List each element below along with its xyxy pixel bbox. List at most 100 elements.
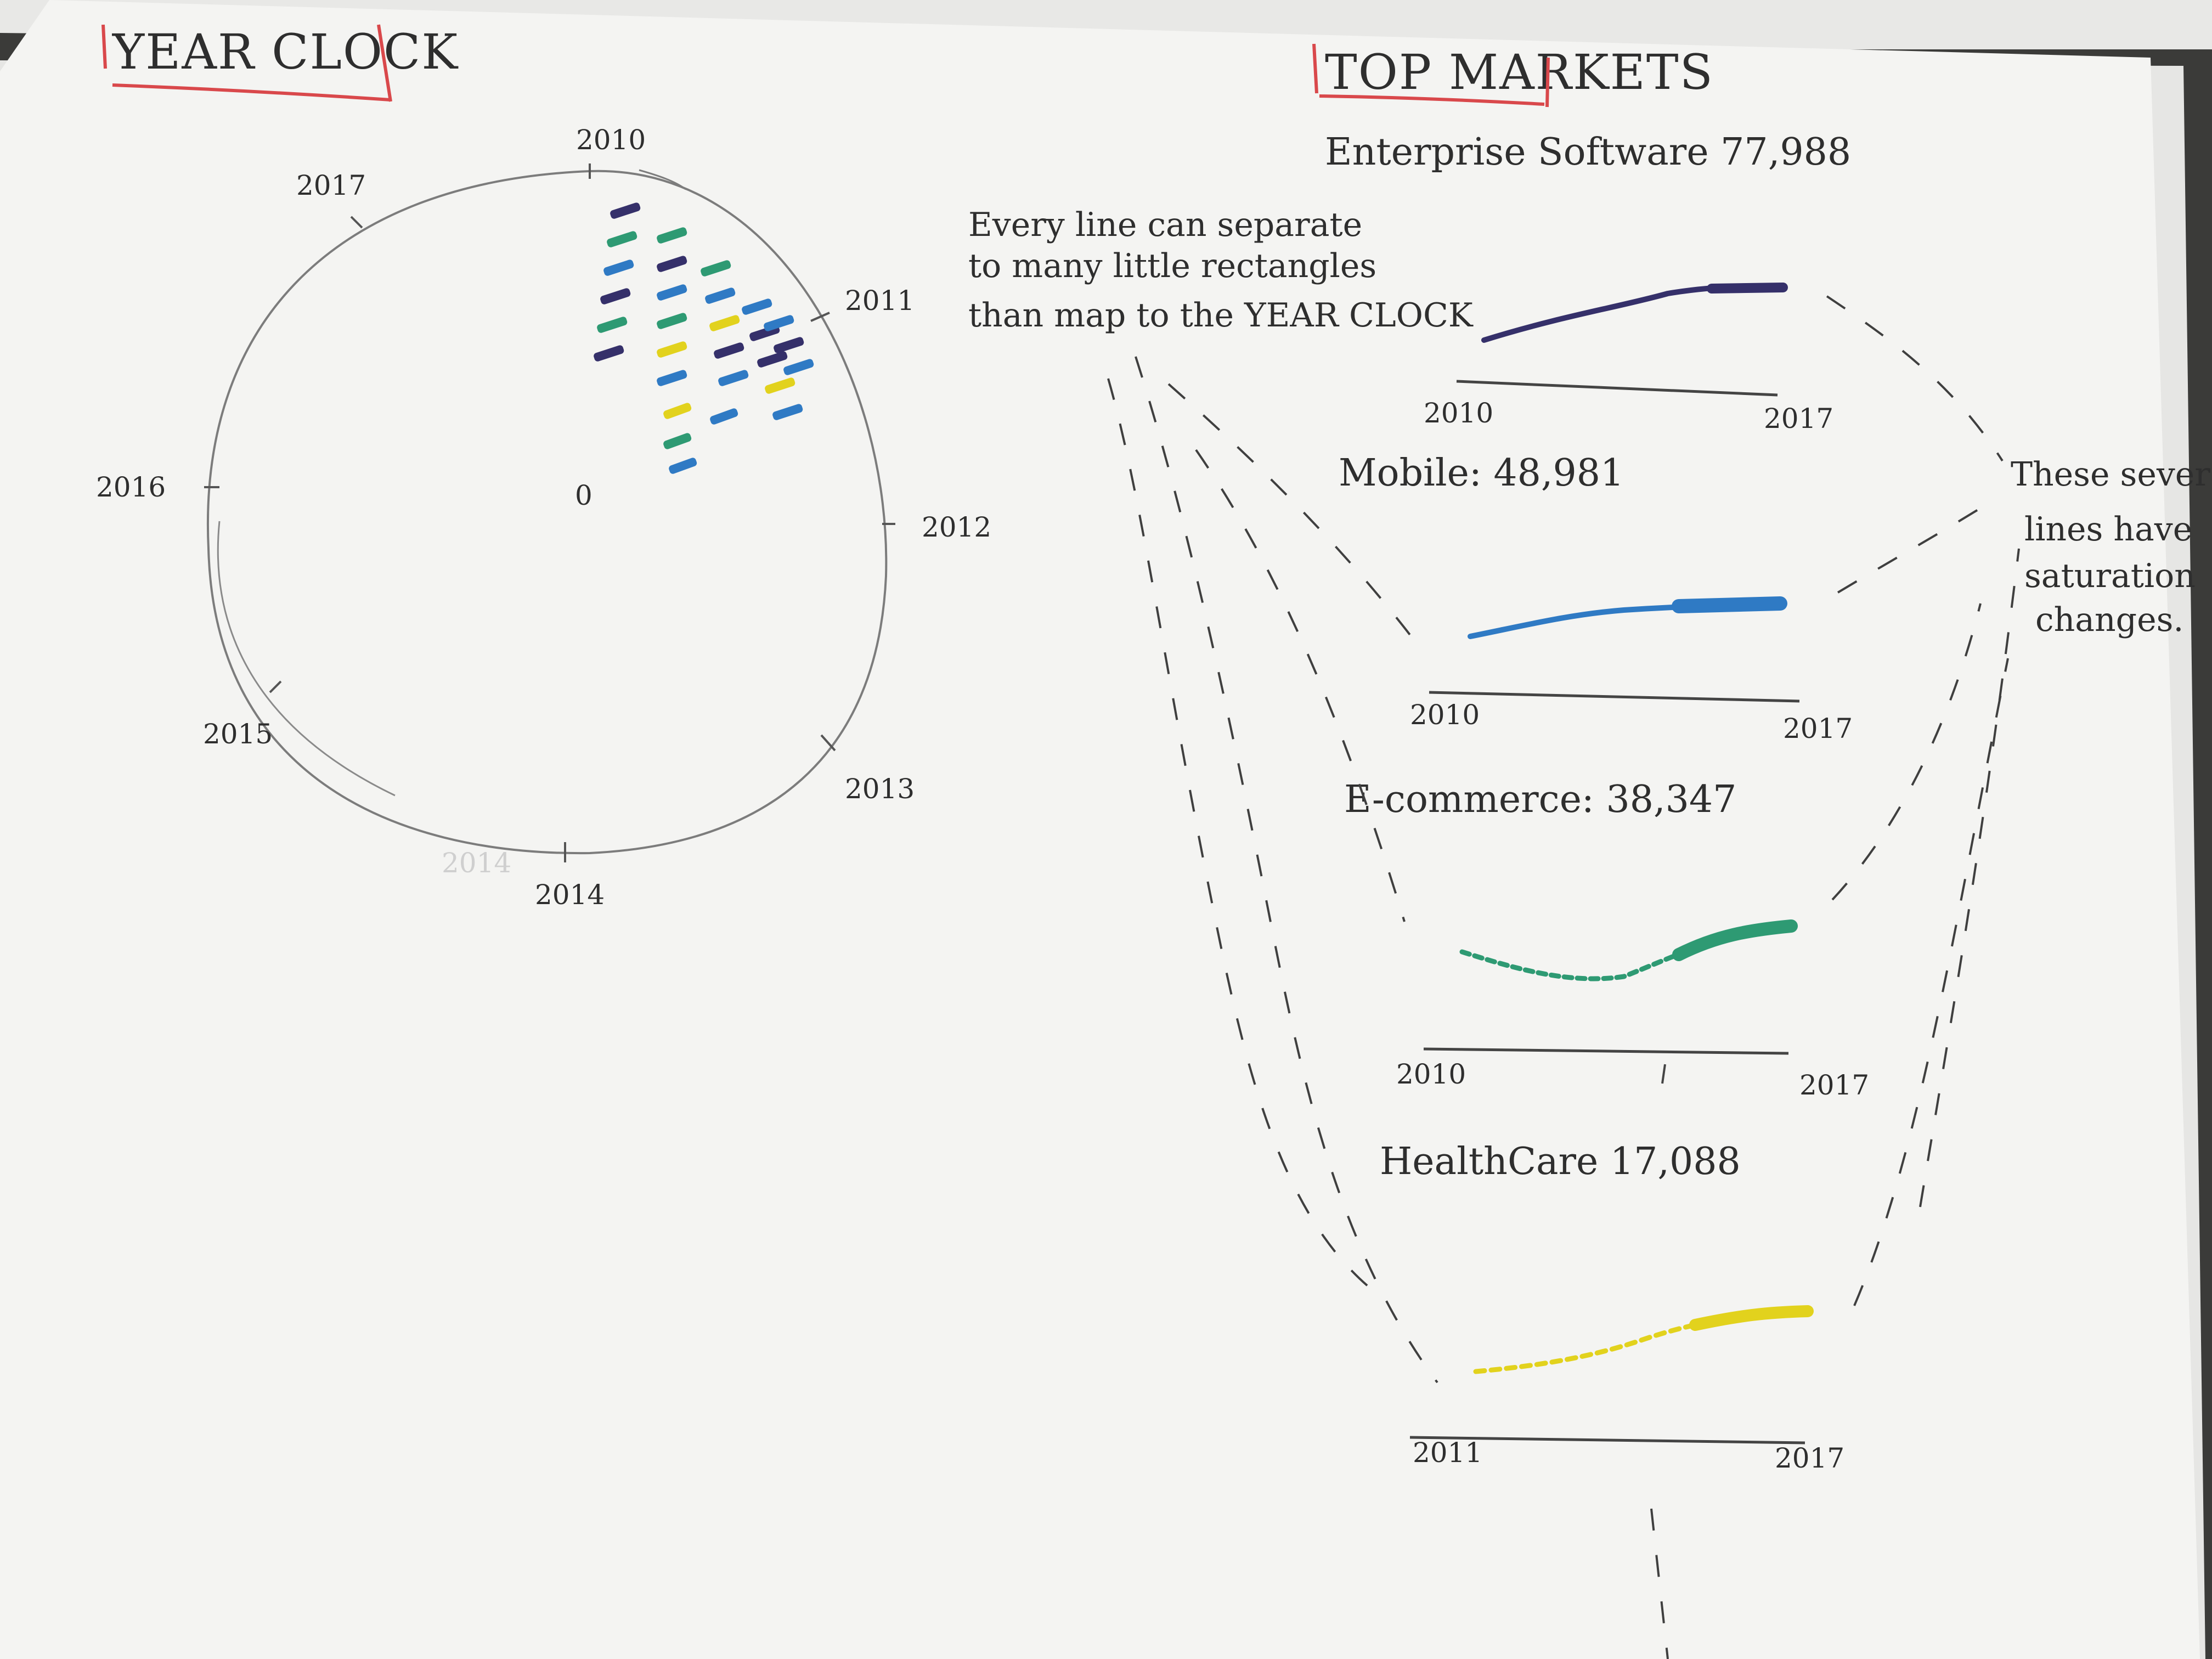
clock-rectangle <box>765 377 795 394</box>
axis-start-enterprise: 2010 <box>1424 397 1493 429</box>
title-underline <box>112 83 391 101</box>
year-label-2011: 2011 <box>845 285 915 317</box>
clock-circle-overlap <box>639 169 686 190</box>
clock-rectangle <box>718 370 749 386</box>
clock-rectangle <box>657 284 687 301</box>
clock-rectangle <box>603 259 634 276</box>
axis-start-healthcare: 2011 <box>1413 1437 1482 1469</box>
clock-rectangle <box>757 351 788 368</box>
axis-ecommerce-tick <box>1661 1064 1666 1084</box>
tick-2011 <box>810 312 830 322</box>
connector-to-ecommerce <box>1195 449 1406 922</box>
market-healthcare: HealthCare 17,088 2011 2017 <box>1380 1140 1844 1474</box>
connector-right-healthcare <box>1853 658 2009 1306</box>
note-saturation: These several lines have saturation chan… <box>2011 455 2212 639</box>
axis-end-healthcare: 2017 <box>1775 1442 1844 1474</box>
clock-rectangle <box>783 359 814 375</box>
dashed-connectors <box>1107 295 2020 1659</box>
connector-right-mid <box>1837 504 1987 594</box>
clock-rectangle <box>714 342 744 359</box>
clock-rectangles <box>594 202 814 474</box>
clock-rectangle <box>600 288 631 304</box>
clock-rectangle <box>607 231 637 247</box>
connector-right-top <box>1826 295 2004 462</box>
title-bracket-right <box>377 24 392 102</box>
clock-circle <box>206 170 888 855</box>
sparkline-healthcare-saturated <box>1689 1305 1814 1331</box>
year-clock: 2010 2011 2012 2013 2014 2014 2015 2016 … <box>96 124 991 911</box>
connector-right-outer <box>1919 548 2020 1207</box>
clock-rectangle <box>705 287 736 304</box>
sparkline-mobile-saturated <box>1672 596 1787 613</box>
year-label-2012: 2012 <box>922 511 991 543</box>
clock-rectangle <box>594 345 624 362</box>
market-label-mobile: Mobile: 48,981 <box>1339 452 1624 495</box>
market-ecommerce: E-commerce: 38,347 2010 2017 <box>1344 778 1869 1101</box>
tick-2017 <box>350 216 363 229</box>
clock-rectangle <box>610 202 641 219</box>
market-label-healthcare: HealthCare 17,088 <box>1380 1140 1741 1183</box>
connector-to-mobile <box>1167 383 1417 643</box>
year-label-2013: 2013 <box>845 773 915 805</box>
clock-rectangle <box>657 227 687 244</box>
axis-end-enterprise: 2017 <box>1764 403 1833 435</box>
year-label-2014: 2014 <box>535 879 605 911</box>
note-rectangles: Every line can separate to many little r… <box>968 206 1474 335</box>
market-label-enterprise: Enterprise Software 77,988 <box>1325 131 1851 174</box>
clock-rectangle <box>663 403 692 419</box>
year-clock-title: YEAR CLOCK <box>112 24 459 80</box>
year-label-2010: 2010 <box>576 124 646 156</box>
axis-ecommerce <box>1423 1047 1789 1055</box>
note-rectangles-line-2: to many little rectangles <box>968 247 1376 285</box>
clock-rectangle <box>597 317 628 333</box>
clock-rectangle <box>742 298 772 315</box>
axis-mobile <box>1429 691 1800 703</box>
clock-rectangle <box>657 256 687 272</box>
note-rectangles-line-1: Every line can separate <box>968 206 1362 244</box>
note-rectangles-line-3: than map to the YEAR CLOCK <box>968 296 1474 335</box>
connector-right-ecommerce <box>1831 603 1982 901</box>
note-saturation-line-2: lines have <box>2024 510 2192 549</box>
axis-end-mobile: 2017 <box>1783 713 1853 744</box>
year-label-2015: 2015 <box>203 718 273 750</box>
clock-rectangle <box>657 370 687 386</box>
tick-2015 <box>269 680 282 693</box>
axis-healthcare <box>1409 1436 1805 1444</box>
title-bracket-left <box>101 24 107 69</box>
sparkline-ecommerce-saturated <box>1672 919 1798 961</box>
markets-bracket-right <box>1545 57 1550 108</box>
connector-inner-left <box>1135 356 1438 1384</box>
clock-rectangle <box>764 315 794 331</box>
clock-center-label: 0 <box>575 479 592 511</box>
axis-end-ecommerce: 2017 <box>1799 1069 1869 1101</box>
tick-2013 <box>820 734 836 752</box>
clock-rectangle <box>663 433 692 449</box>
top-markets-title-group: TOP MARKETS <box>1312 43 1714 108</box>
axis-start-ecommerce: 2010 <box>1396 1058 1466 1090</box>
year-clock-title-group: YEAR CLOCK <box>101 24 459 102</box>
year-label-2014-faint: 2014 <box>442 847 511 879</box>
clock-rectangle <box>772 404 803 420</box>
year-label-2016: 2016 <box>96 471 166 503</box>
axis-enterprise <box>1456 380 1778 397</box>
markets-underline <box>1319 94 1545 106</box>
note-saturation-line-4: changes. <box>2035 601 2183 639</box>
year-label-2017: 2017 <box>296 170 366 201</box>
markets-bracket-left <box>1312 43 1318 94</box>
market-label-ecommerce: E-commerce: 38,347 <box>1344 778 1736 821</box>
top-markets-title: TOP MARKETS <box>1325 44 1714 100</box>
note-saturation-line-3: saturation <box>2024 557 2196 595</box>
sparkline-enterprise-saturated <box>1707 283 1788 294</box>
clock-rectangle <box>669 458 697 474</box>
clock-rectangle <box>657 313 687 329</box>
market-mobile: Mobile: 48,981 2010 2017 <box>1339 452 1853 744</box>
clock-rectangle <box>701 260 731 276</box>
market-enterprise-software: Enterprise Software 77,988 2010 2017 <box>1325 131 1851 435</box>
axis-start-mobile: 2010 <box>1410 699 1480 731</box>
note-saturation-line-1: These several <box>2011 455 2212 494</box>
clock-rectangle <box>709 315 740 331</box>
clock-circle-retrace <box>217 521 396 797</box>
clock-rectangle <box>657 341 687 358</box>
